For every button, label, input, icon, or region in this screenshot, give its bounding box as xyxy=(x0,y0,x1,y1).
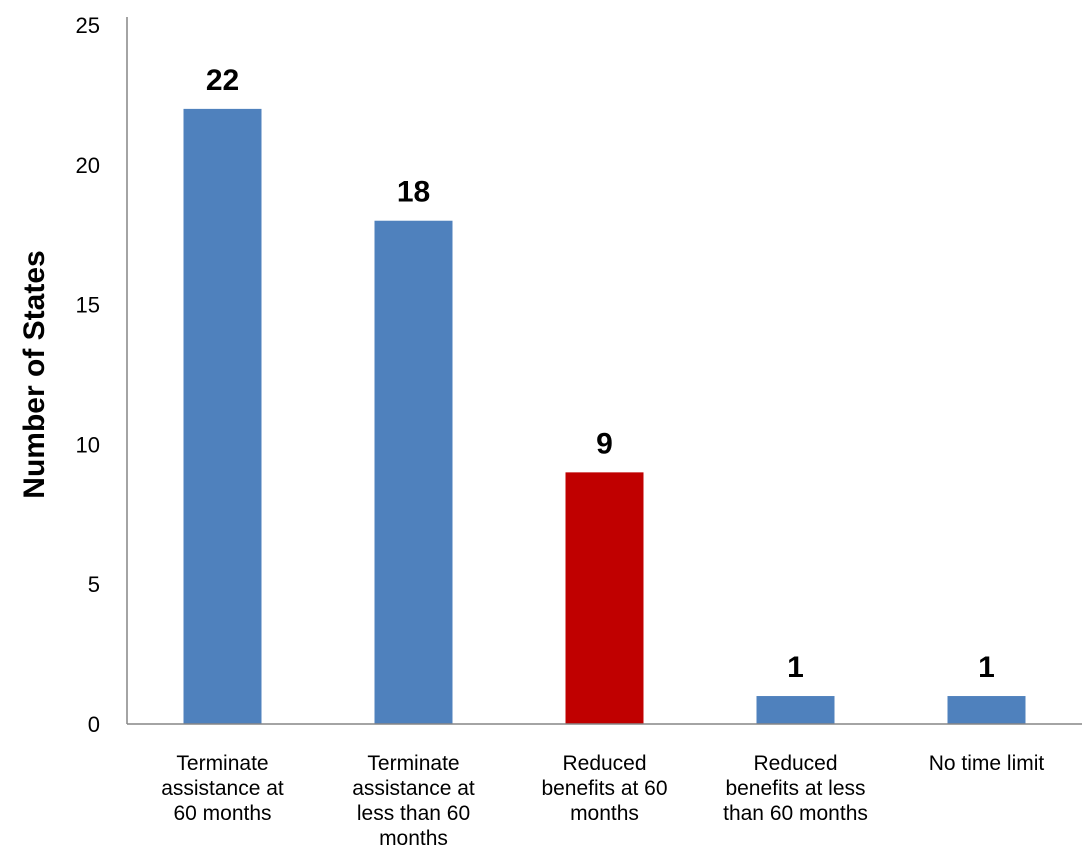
x-tick-label-line: less than 60 xyxy=(357,802,470,825)
bar xyxy=(947,696,1026,724)
x-tick-label: Reduced benefits at 60 months xyxy=(541,752,667,825)
bar xyxy=(374,220,453,724)
data-label: 22 xyxy=(206,64,239,97)
x-tick-label-line: Reduced xyxy=(753,752,837,775)
x-tick-label: No time limit xyxy=(929,752,1045,775)
y-tick-label: 20 xyxy=(76,153,100,178)
x-tick-label-line: months xyxy=(570,802,639,825)
data-labels: 22 18 9 1 1 xyxy=(206,64,995,684)
data-label: 1 xyxy=(787,651,804,684)
bar xyxy=(756,696,835,724)
x-tick-label: Terminate assistance at 60 months xyxy=(161,752,284,825)
x-axis: Terminate assistance at 60 monthsTerminate… xyxy=(127,723,1082,850)
x-tick-label: Reduced benefits at less than 60 months xyxy=(723,752,868,825)
data-label: 9 xyxy=(596,427,613,460)
x-tick-label-line: Reduced xyxy=(562,752,646,775)
x-tick-label-line: assistance at xyxy=(161,777,284,800)
bars xyxy=(183,108,1026,724)
x-tick-label-line: No time limit xyxy=(929,752,1045,775)
y-axis-title: Number of States xyxy=(18,250,51,498)
x-tick-label-line: assistance at xyxy=(352,777,475,800)
y-tick-label: 10 xyxy=(76,432,100,457)
y-tick-label: 15 xyxy=(76,293,100,318)
y-axis: 0 5 10 15 20 25 xyxy=(76,13,128,737)
x-tick-label-line: than 60 months xyxy=(723,802,868,825)
x-tick-label-line: benefits at 60 xyxy=(541,777,667,800)
x-tick-label: Terminate assistance at less than 60 months xyxy=(352,752,475,850)
x-tick-label-line: Terminate xyxy=(367,752,459,775)
y-tick-label: 5 xyxy=(88,572,100,597)
x-tick-label-line: months xyxy=(379,827,448,850)
x-tick-label-line: 60 months xyxy=(173,802,271,825)
x-tick-label-line: benefits at less xyxy=(725,777,865,800)
bar xyxy=(565,472,644,724)
bar xyxy=(183,108,262,724)
y-tick-label: 25 xyxy=(76,13,100,38)
data-label: 18 xyxy=(397,176,430,209)
x-tick-label-line: Terminate xyxy=(176,752,268,775)
y-tick-label: 0 xyxy=(88,712,100,737)
data-label: 1 xyxy=(978,651,995,684)
